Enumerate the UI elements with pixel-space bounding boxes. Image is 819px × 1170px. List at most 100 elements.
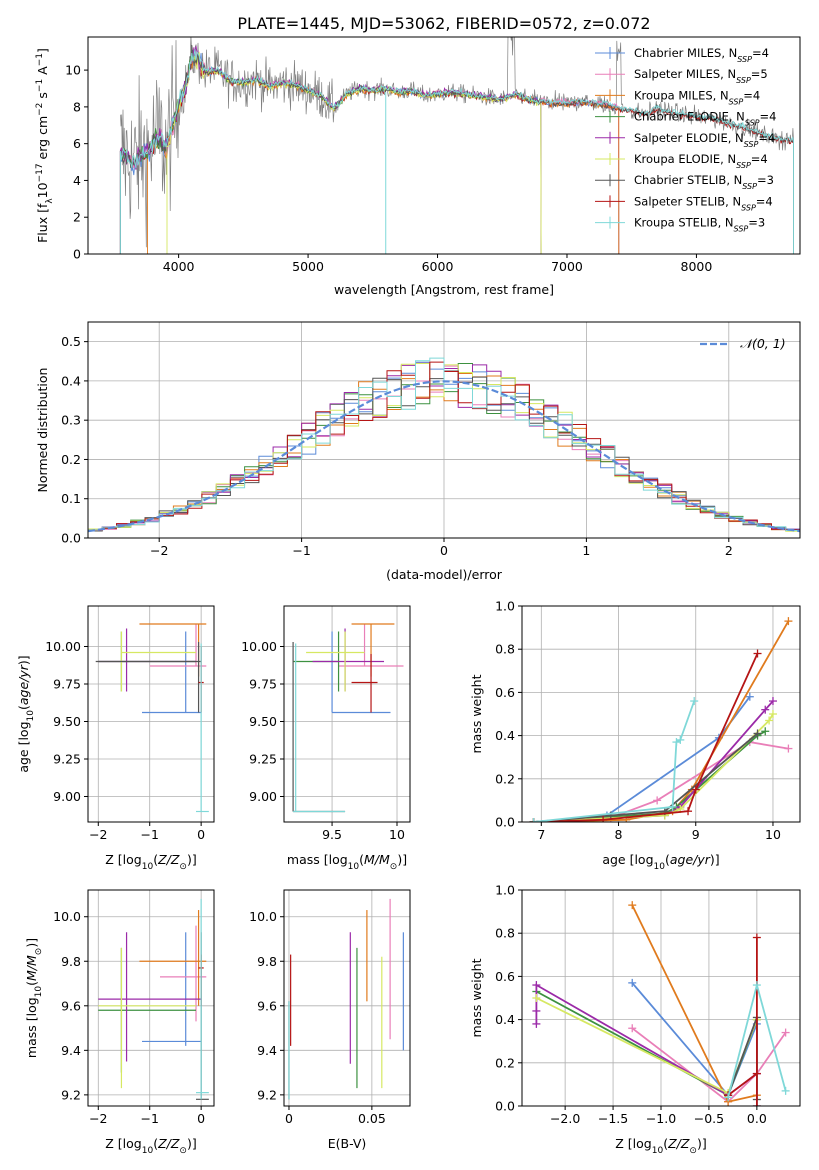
x-tick-label: 4000 <box>163 259 195 274</box>
errorbar-chabrier-miles <box>142 932 202 1046</box>
model-line-kroupa-stelib <box>119 49 794 254</box>
errorbar-chabrier-elodie <box>98 947 196 1073</box>
axes-frame <box>87 605 215 823</box>
x-tick-label: 9.5 <box>322 827 342 842</box>
spectrum-legend: Chabrier MILES, NSSP=4 Salpeter MILES, NS… <box>595 46 776 233</box>
y-tick-label: 9.6 <box>61 998 81 1013</box>
weight-line <box>533 620 790 822</box>
errorbar-chabrier-miles <box>331 631 391 714</box>
y-axis-label: age [log10(age/yr)] <box>16 655 36 772</box>
y-tick-label: 9.2 <box>257 1087 277 1102</box>
x-tick-label: 0 <box>285 1111 293 1126</box>
y-tick-label: 9.2 <box>61 1087 81 1102</box>
weight-series-chabrier-elodie <box>532 987 761 1100</box>
y-tick-label: 0 <box>73 247 81 262</box>
legend-label-salpeter-miles: Salpeter MILES, NSSP=5 <box>634 67 768 85</box>
plot-area <box>98 898 209 1100</box>
axes-age-vs-mass: 9.5 10 9.00 9.25 9.50 9.75 10.00 mass [log10(M/… <box>241 605 411 872</box>
weight-line <box>536 997 758 1095</box>
x-tick-label: −2 <box>150 543 168 558</box>
axes-frame <box>87 36 801 255</box>
errorbar-chabrier-stelib <box>196 932 209 1100</box>
y-axis-label: Flux [fλ10−17 erg cm−2 s−1 A−1] <box>35 48 55 243</box>
x-tick-label: −2 <box>89 827 107 842</box>
x-tick-label: 6000 <box>422 259 454 274</box>
weight-line <box>533 700 696 822</box>
y-tick-label: 0.2 <box>495 771 515 786</box>
y-tick-label: 0.0 <box>61 531 81 546</box>
y-tick-label: 0.8 <box>495 926 515 941</box>
y-tick-label: 8 <box>73 99 81 114</box>
axes-frame <box>283 605 411 823</box>
y-tick-label: 10.00 <box>241 639 277 654</box>
y-tick-label: 0.3 <box>61 413 81 428</box>
weight-series-kroupa-stelib <box>724 981 790 1102</box>
x-tick-label: −1 <box>292 543 310 558</box>
x-tick-label: 7000 <box>551 259 583 274</box>
errorbar-chabrier-miles <box>142 631 202 714</box>
y-tick-label: 10.00 <box>45 639 81 654</box>
weight-series-chabrier-stelib <box>529 729 762 822</box>
x-axis-label: E(B-V) <box>328 1136 367 1151</box>
legend-label-kroupa-stelib: Kroupa STELIB, NSSP=3 <box>634 216 765 234</box>
x-axis-label: (data-model)/error <box>386 567 503 582</box>
x-tick-label: −1 <box>140 1111 158 1126</box>
x-axis-label: wavelength [Angstrom, rest frame] <box>334 282 554 297</box>
legend-label-chabrier-elodie: Chabrier ELODIE, NSSP=4 <box>634 110 776 128</box>
y-tick-label: 10 <box>65 63 81 78</box>
y-tick-label: 0.4 <box>61 373 81 388</box>
x-tick-label: −1 <box>140 827 158 842</box>
y-tick-label: 0.4 <box>495 728 515 743</box>
legend-label-salpeter-stelib: Salpeter STELIB, NSSP=4 <box>634 194 773 212</box>
y-tick-label: 0.0 <box>495 1099 515 1114</box>
x-tick-label: 8 <box>615 827 623 842</box>
errorbar-kroupa-elodie <box>98 947 196 1089</box>
weight-series-salpeter-elodie <box>529 697 777 822</box>
weight-line <box>533 741 789 822</box>
y-tick-label: 10.0 <box>53 909 81 924</box>
y-axis-label: mass weight <box>469 674 484 753</box>
legend-label-salpeter-elodie: Salpeter ELODIE, NSSP=4 <box>634 131 775 149</box>
x-axis-label: Z [log10(Z/Z⊙)] <box>105 852 196 872</box>
weight-line <box>533 713 774 822</box>
y-tick-label: 9.00 <box>53 789 81 804</box>
weight-series-chabrier-elodie <box>529 727 770 822</box>
x-tick-label: 8000 <box>681 259 713 274</box>
x-tick-label: 0 <box>197 827 205 842</box>
weight-line <box>533 700 774 822</box>
y-tick-label: 0.1 <box>61 491 81 506</box>
y-tick-label: 9.4 <box>257 1043 277 1058</box>
axes-age-vs-Z: −2 −1 0 9.00 9.25 9.50 9.75 10.00 Z [log10(Z/Z⊙)… <box>16 605 215 872</box>
model-line-salpeter-elodie <box>119 45 542 254</box>
x-tick-label: −2.0 <box>550 1111 580 1126</box>
errorbar-chabrier-stelib <box>292 642 346 813</box>
axes-frame <box>87 889 215 1107</box>
y-axis-label: mass [log10(M/M⊙)] <box>24 938 44 1058</box>
x-axis-label: age [log10(age/yr)] <box>602 852 719 872</box>
weight-line <box>535 990 758 1097</box>
errorbar-kroupa-miles <box>139 910 207 1006</box>
y-tick-label: 9.50 <box>249 714 277 729</box>
x-tick-label: 2 <box>725 543 733 558</box>
x-axis-label: mass [log10(M/M⊙)] <box>287 852 407 872</box>
errorbar-salpeter-stelib <box>351 654 378 713</box>
legend-label-kroupa-elodie: Kroupa ELODIE, NSSP=4 <box>634 152 768 170</box>
legend-label-chabrier-stelib: Chabrier STELIB, NSSP=3 <box>634 173 774 191</box>
y-tick-label: 9.8 <box>61 954 81 969</box>
errorbar-salpeter-miles <box>160 925 207 1022</box>
axes-mass-vs-EBV: 0 0.05 9.2 9.4 9.6 9.8 10.0 E(B-V) <box>249 889 411 1151</box>
errorbar-salpeter-elodie <box>98 932 202 1062</box>
y-tick-label: 9.8 <box>257 954 277 969</box>
plot-area <box>95 623 209 813</box>
axes-frame <box>283 889 411 1107</box>
gaussian-curve <box>88 380 800 533</box>
y-axis-label: Normed distribution <box>35 368 50 493</box>
axes-mass-vs-Z: −2 −1 0 9.2 9.4 9.6 9.8 10.0 Z [log10(Z/Z⊙)] mass… <box>24 889 215 1156</box>
x-tick-label: −1.5 <box>598 1111 628 1126</box>
axes-residuals: −2 −1 0 1 2 0.0 0.1 0.2 0.3 0.4 0.5 𝒩(0, 1) (data-mo… <box>35 321 801 582</box>
errorbar-salpeter-miles <box>149 624 207 667</box>
y-tick-label: 0.0 <box>495 815 515 830</box>
errorbar-chabrier-stelib <box>95 642 202 713</box>
histogram-kroupa-stelib <box>88 357 800 533</box>
